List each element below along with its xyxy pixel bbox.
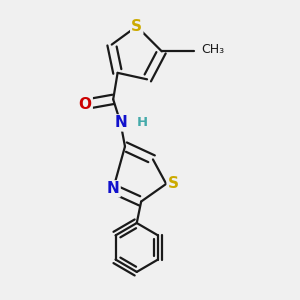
Text: N: N (114, 116, 127, 130)
Text: S: S (168, 176, 179, 191)
Text: S: S (131, 19, 142, 34)
Text: O: O (79, 97, 92, 112)
Text: N: N (107, 182, 120, 196)
Text: CH₃: CH₃ (202, 44, 225, 56)
Text: H: H (137, 116, 148, 129)
